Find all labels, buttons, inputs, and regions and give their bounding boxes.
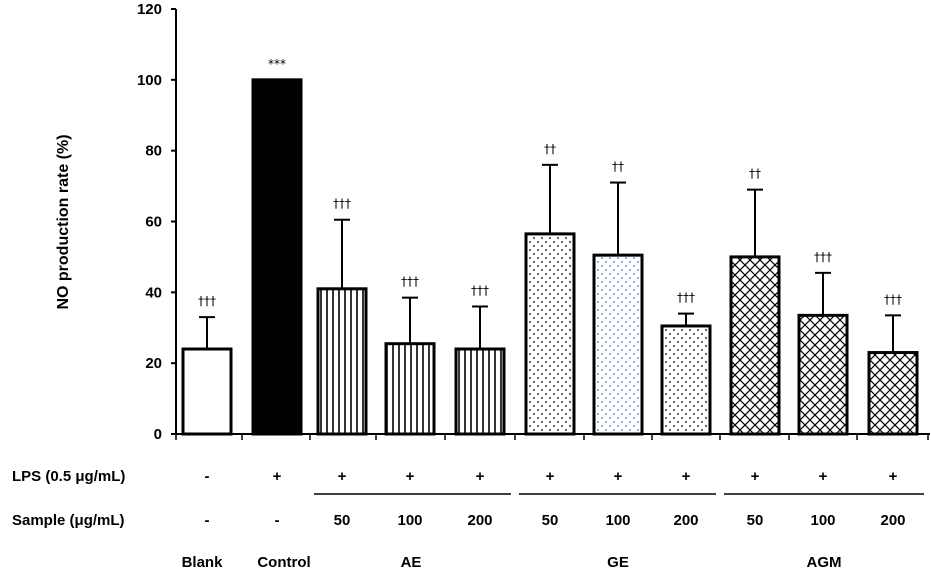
significance-marker: ††† [677, 291, 695, 305]
y-tick-label: 40 [145, 284, 162, 301]
significance-marker: ††† [884, 292, 902, 306]
lps-value: + [889, 468, 898, 485]
sample-value: - [205, 512, 210, 529]
significance-markers: †††***†††††††††††††††††††††††† [198, 57, 902, 308]
sample-value: 200 [467, 512, 492, 529]
error-bars [199, 163, 901, 353]
sample-value: 200 [673, 512, 698, 529]
significance-marker: *** [268, 57, 286, 71]
group-label: GE [607, 554, 629, 570]
sample-value: 100 [810, 512, 835, 529]
bars [181, 78, 919, 436]
bar [316, 287, 368, 436]
bar [384, 342, 436, 436]
bar [251, 78, 303, 436]
y-tick-label: 0 [154, 426, 162, 443]
lps-value: + [338, 468, 347, 485]
significance-marker: †† [612, 160, 624, 174]
sample-value: 50 [334, 512, 351, 529]
sample-value: - [275, 512, 280, 529]
sample-row: - - 50 100 200 50 100 200 50 100 200 [205, 512, 906, 529]
group-label: AE [401, 554, 422, 570]
bar [454, 347, 506, 436]
sample-value: 50 [747, 512, 764, 529]
group-label: Blank [182, 554, 224, 570]
significance-marker: ††† [198, 294, 216, 308]
y-tick-label: 20 [145, 355, 162, 372]
lps-value: + [273, 468, 282, 485]
lps-value: - [205, 468, 210, 485]
bar [797, 313, 849, 436]
significance-marker: ††† [333, 197, 351, 211]
lps-value: + [819, 468, 828, 485]
lps-value: + [476, 468, 485, 485]
sample-value: 200 [880, 512, 905, 529]
bar [729, 255, 781, 436]
bar [867, 351, 919, 436]
group-row: Blank Control AE GE AGM [182, 493, 924, 570]
bar [181, 347, 233, 436]
lps-value: + [546, 468, 555, 485]
bar [660, 324, 712, 436]
y-axis: 0 20 40 60 80 100 120 [137, 1, 177, 443]
lps-value: + [751, 468, 760, 485]
sample-value: 100 [605, 512, 630, 529]
significance-marker: †† [544, 142, 556, 156]
lps-value: + [406, 468, 415, 485]
significance-marker: ††† [471, 284, 489, 298]
bar [524, 232, 576, 436]
significance-marker: †† [749, 167, 761, 181]
sample-row-label: Sample (μg/mL) [12, 512, 125, 529]
y-tick-label: 100 [137, 72, 162, 89]
sample-value: 100 [397, 512, 422, 529]
group-label: AGM [807, 554, 842, 570]
lps-row-label: LPS (0.5 μg/mL) [12, 468, 125, 485]
group-label: Control [257, 554, 310, 570]
y-tick-label: 60 [145, 214, 162, 231]
y-axis-label: NO production rate (%) [55, 134, 72, 309]
lps-value: + [614, 468, 623, 485]
significance-marker: ††† [401, 275, 419, 289]
sample-value: 50 [542, 512, 559, 529]
y-tick-label: 80 [145, 143, 162, 160]
y-tick-label: 120 [137, 1, 162, 18]
significance-marker: ††† [814, 250, 832, 264]
bar [592, 253, 644, 436]
lps-row: - + + + + + + + + + + [205, 468, 898, 485]
lps-value: + [682, 468, 691, 485]
